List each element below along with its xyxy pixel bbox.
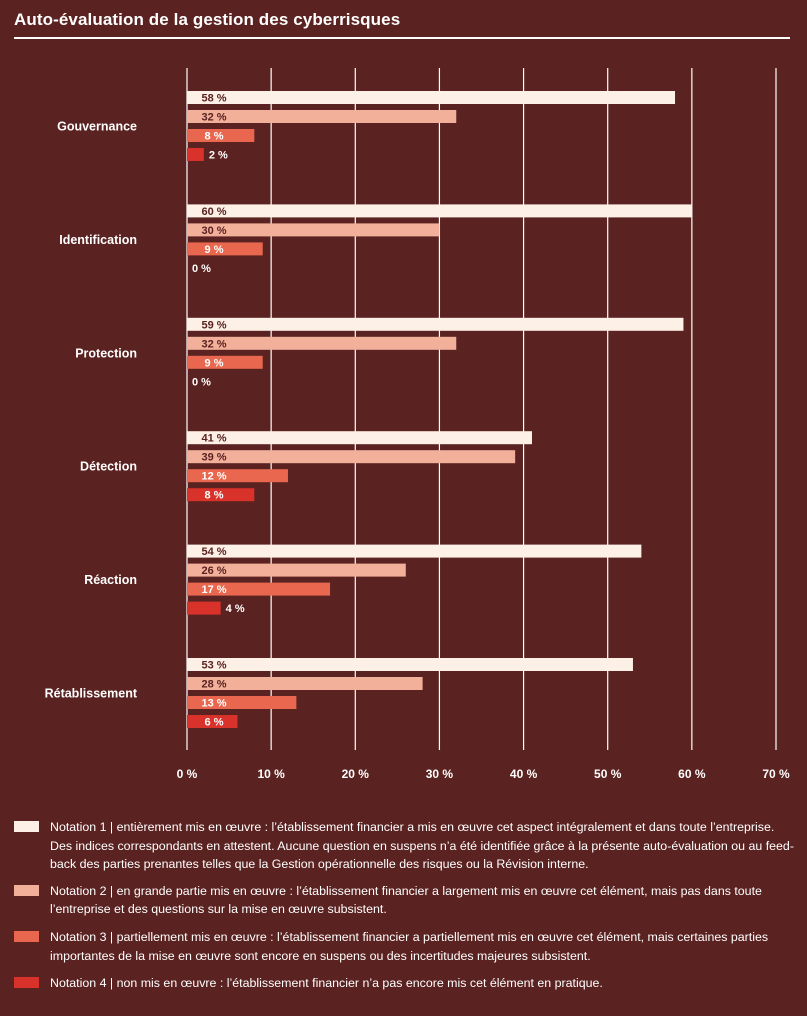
data-label: 12 % <box>201 471 226 483</box>
data-label: 6 % <box>205 717 224 729</box>
data-label: 17 % <box>201 584 226 596</box>
bar <box>187 129 255 142</box>
data-label: 32 % <box>201 338 226 350</box>
legend-text-notation-1: entièrement mis en œuvre : l’établisseme… <box>50 820 794 872</box>
data-label: 8 % <box>205 490 224 502</box>
data-label: 4 % <box>226 603 245 615</box>
bar <box>187 544 642 558</box>
legend-name-notation-2: Notation 2 | <box>50 883 114 898</box>
bar <box>187 658 633 671</box>
title-rule <box>14 37 790 39</box>
bar <box>187 696 297 709</box>
bar <box>187 677 423 690</box>
data-label: 0 % <box>192 263 211 275</box>
legend-text-notation-4: non mis en œuvre : l’établissement finan… <box>113 976 603 991</box>
data-label: 53 % <box>201 660 226 672</box>
data-label: 8 % <box>205 131 224 143</box>
data-label: 2 % <box>209 150 228 162</box>
bar <box>187 110 457 123</box>
x-tick-label: 10 % <box>257 767 285 781</box>
category-label: Gouvernance <box>57 120 137 134</box>
bar <box>187 336 457 350</box>
data-label: 26 % <box>201 565 226 577</box>
bar <box>187 204 692 218</box>
data-label: 39 % <box>201 452 226 464</box>
bar <box>187 242 263 256</box>
data-label: 9 % <box>205 357 224 369</box>
legend: Notation 1 | entièrement mis en œuvre : … <box>14 818 794 993</box>
legend-item-notation-2: Notation 2 | en grande partie mis en œuv… <box>14 882 794 919</box>
data-label: 0 % <box>192 376 211 388</box>
legend-swatch-notation-3 <box>14 930 39 942</box>
category-label: Rétablissement <box>45 687 138 701</box>
bar <box>187 148 204 161</box>
data-label: 58 % <box>201 93 226 105</box>
data-label: 41 % <box>201 433 226 445</box>
legend-item-notation-4: Notation 4 | non mis en œuvre : l’établi… <box>14 974 794 993</box>
legend-text-notation-2: en grande partie mis en œuvre : l’établi… <box>50 883 762 917</box>
bar <box>187 450 516 464</box>
data-label: 59 % <box>201 319 226 331</box>
bar <box>187 431 532 445</box>
category-label: Identification <box>59 233 137 247</box>
data-label: 32 % <box>201 112 226 124</box>
legend-item-notation-1: Notation 1 | entièrement mis en œuvre : … <box>14 818 794 874</box>
bar <box>187 715 238 728</box>
bar-chart: 0 % 10 % 20 % 30 % 40 % 50 % 60 % 70 % Gouvernan… <box>45 68 790 781</box>
legend-swatch-notation-1 <box>14 821 39 832</box>
data-label: 28 % <box>201 679 226 691</box>
data-label: 13 % <box>201 698 226 710</box>
category-label: Réaction <box>84 573 137 587</box>
category-label: Protection <box>75 346 137 360</box>
x-tick-label: 60 % <box>678 767 706 781</box>
legend-name-notation-1: Notation 1 | <box>50 820 114 834</box>
bar <box>187 91 676 104</box>
data-label: 30 % <box>201 225 226 237</box>
bar <box>187 601 221 615</box>
x-tick-label: 70 % <box>762 767 790 781</box>
bar <box>187 488 255 502</box>
data-label: 60 % <box>201 206 226 218</box>
bar <box>187 223 440 237</box>
chart-title: Auto-évaluation de la gestion des cyberr… <box>14 10 401 29</box>
bar <box>187 355 263 369</box>
legend-swatch-notation-2 <box>14 884 39 896</box>
x-tick-label: 40 % <box>510 767 538 781</box>
legend-text-notation-3: partiellement mis en œuvre : l’établisse… <box>50 929 769 963</box>
legend-swatch-notation-4 <box>14 977 39 989</box>
legend-item-notation-3: Notation 3 | partiellement mis en œuvre … <box>14 928 794 965</box>
legend-name-notation-3: Notation 3 | <box>50 929 114 944</box>
bar <box>187 317 684 331</box>
x-tick-label: 0 % <box>177 767 198 781</box>
bar <box>187 582 331 596</box>
legend-name-notation-4: Notation 4 | <box>50 976 114 991</box>
x-tick-label: 20 % <box>342 767 370 781</box>
category-label: Détection <box>80 460 137 474</box>
data-label: 9 % <box>205 244 224 256</box>
x-tick-label: 30 % <box>426 767 454 781</box>
bar <box>187 469 288 483</box>
x-tick-label: 50 % <box>594 767 622 781</box>
bar <box>187 563 406 577</box>
data-label: 54 % <box>201 546 226 558</box>
